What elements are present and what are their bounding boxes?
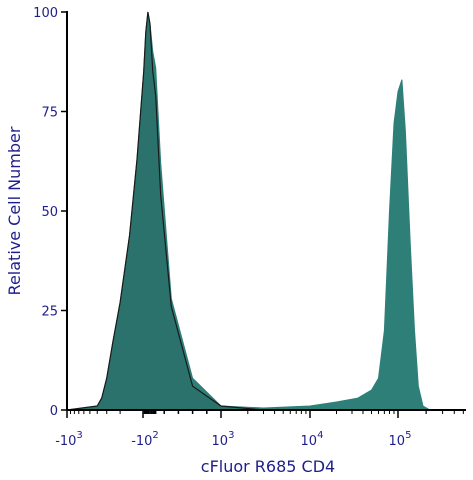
y-tick-label: 0 (50, 404, 58, 419)
x-tick-label: -102 (131, 430, 159, 449)
y-tick-label: 100 (33, 6, 58, 21)
y-tick-label: 25 (41, 305, 58, 320)
y-tick-label: 75 (41, 106, 58, 121)
x-axis-title: cFluor R685 CD4 (201, 457, 335, 476)
control-histogram-outline (66, 11, 264, 411)
y-ticks: 0 25 50 75 100 (33, 6, 67, 419)
x-tick-label: 105 (389, 430, 412, 449)
x-minor-ticks (69, 410, 464, 414)
plot-area (66, 11, 432, 411)
y-axis-title: Relative Cell Number (5, 126, 24, 295)
x-tick-label: -103 (55, 430, 83, 449)
x-tick-label: 104 (301, 430, 324, 449)
x-major-ticks: -103 -102 103 104 105 (55, 410, 411, 449)
y-tick-label: 50 (41, 205, 58, 220)
x-tick-label: 103 (212, 430, 235, 449)
